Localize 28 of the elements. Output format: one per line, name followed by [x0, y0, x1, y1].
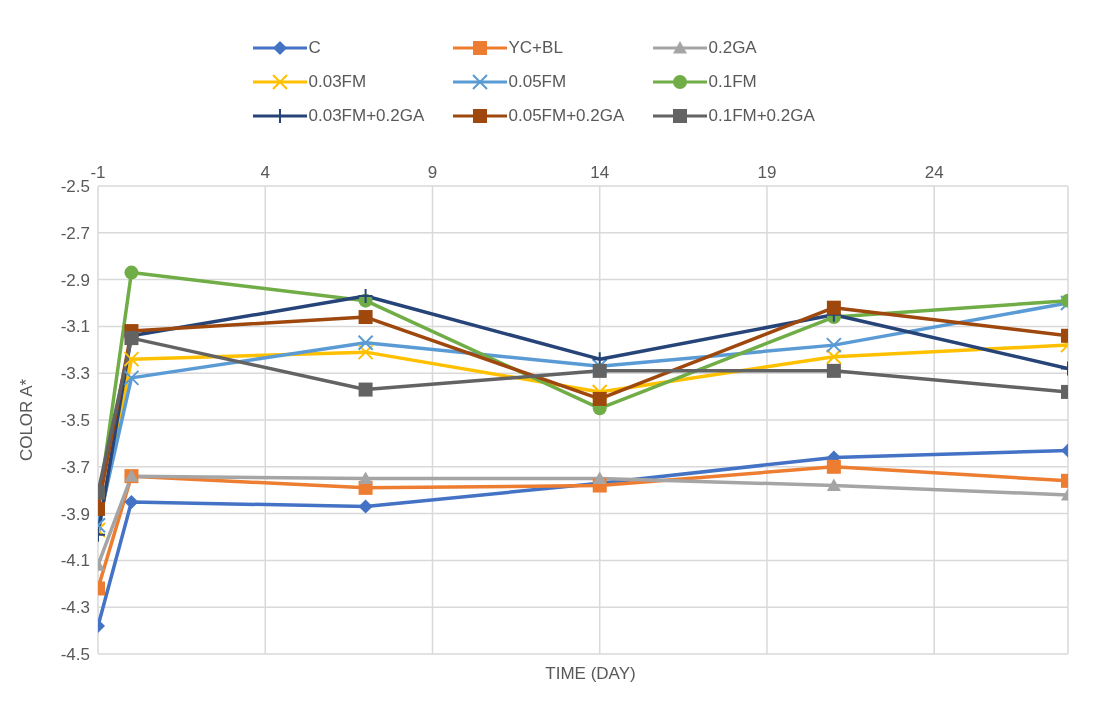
legend-label: 0.1FM — [708, 72, 757, 92]
legend-label: 0.05FM+0.2GA — [508, 106, 625, 126]
x-tick-label: 9 — [427, 163, 438, 182]
x-axis-title: TIME (DAY) — [544, 664, 637, 684]
x-tick-label: 14 — [590, 163, 610, 182]
legend-label: 0.05FM — [508, 72, 567, 92]
y-tick-label: -3.3 — [60, 364, 90, 384]
x-tick-label: 4 — [260, 163, 270, 182]
y-tick-label: -3.9 — [60, 504, 90, 524]
x-tick-label: 24 — [924, 163, 944, 182]
legend-label: 0.2GA — [708, 38, 757, 58]
x-tick-label: 19 — [757, 163, 777, 182]
y-tick-label: -4.3 — [60, 598, 90, 618]
y-tick-label: -3.1 — [60, 317, 90, 337]
y-tick-label: -4.1 — [60, 551, 90, 571]
y-axis-title: COLOR A* — [17, 378, 37, 462]
x-tick-label: -1 — [90, 163, 106, 182]
y-tick-label: -3.5 — [60, 411, 90, 431]
legend-label: C — [308, 38, 321, 58]
legend-label: 0.03FM — [308, 72, 367, 92]
legend-label: 0.03FM+0.2GA — [308, 106, 425, 126]
y-tick-label: -2.9 — [60, 270, 90, 290]
legend-label: YC+BL — [508, 38, 563, 58]
legend-label: 0.1FM+0.2GA — [708, 106, 815, 126]
y-tick-label: -3.7 — [60, 457, 90, 477]
y-tick-label: -2.7 — [60, 223, 90, 243]
y-tick-label: -4.5 — [60, 645, 90, 665]
y-tick-label: -2.5 — [60, 177, 90, 197]
